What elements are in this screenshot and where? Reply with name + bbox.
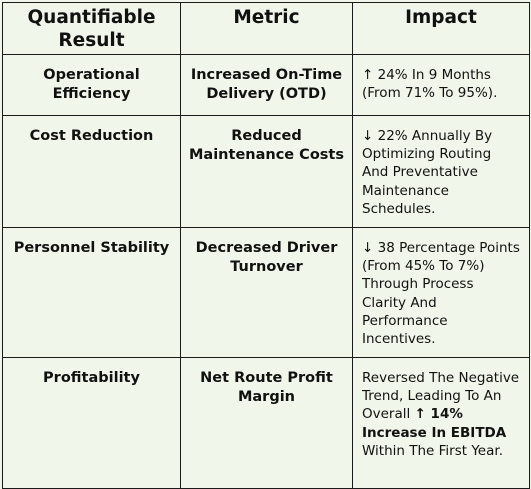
- result-cell: Cost Reduction: [2, 115, 181, 228]
- header-metric: Metric: [180, 2, 353, 55]
- header-impact: Impact: [352, 2, 530, 55]
- result-cell: Personnel Stability: [2, 227, 181, 358]
- impact-cell: Reversed The Negative Trend, Leading To …: [352, 357, 530, 489]
- impact-highlight: ↑ 14% Increase In EBITDA: [362, 406, 507, 441]
- impact-cell: ↑ 24% In 9 Months (From 71% To 95%).: [352, 54, 530, 116]
- impact-cell: ↓ 22% Annually By Optimizing Routing And…: [352, 115, 530, 228]
- header-result: Quantifiable Result: [2, 2, 181, 55]
- impact-text: Within The First Year.: [362, 442, 503, 459]
- result-cell: Profitability: [2, 357, 181, 489]
- metric-cell: Decreased Driver Turnover: [180, 227, 353, 358]
- impact-cell: ↓ 38 Percentage Points (From 45% To 7%) …: [352, 227, 530, 358]
- table-row: Profitability Net Route Profit Margin Re…: [2, 357, 530, 489]
- result-cell: Operational Efficiency: [2, 54, 181, 116]
- table-row: Cost Reduction Reduced Maintenance Costs…: [2, 115, 530, 228]
- metric-cell: Net Route Profit Margin: [180, 357, 353, 489]
- header-row: Quantifiable Result Metric Impact: [2, 2, 530, 55]
- table-row: Operational Efficiency Increased On-Time…: [2, 54, 530, 116]
- impact-text: Reversed The Negative Trend, Leading To …: [362, 370, 520, 423]
- metric-cell: Increased On-Time Delivery (OTD): [180, 54, 353, 116]
- table-row: Personnel Stability Decreased Driver Tur…: [2, 227, 530, 358]
- metric-cell: Reduced Maintenance Costs: [180, 115, 353, 228]
